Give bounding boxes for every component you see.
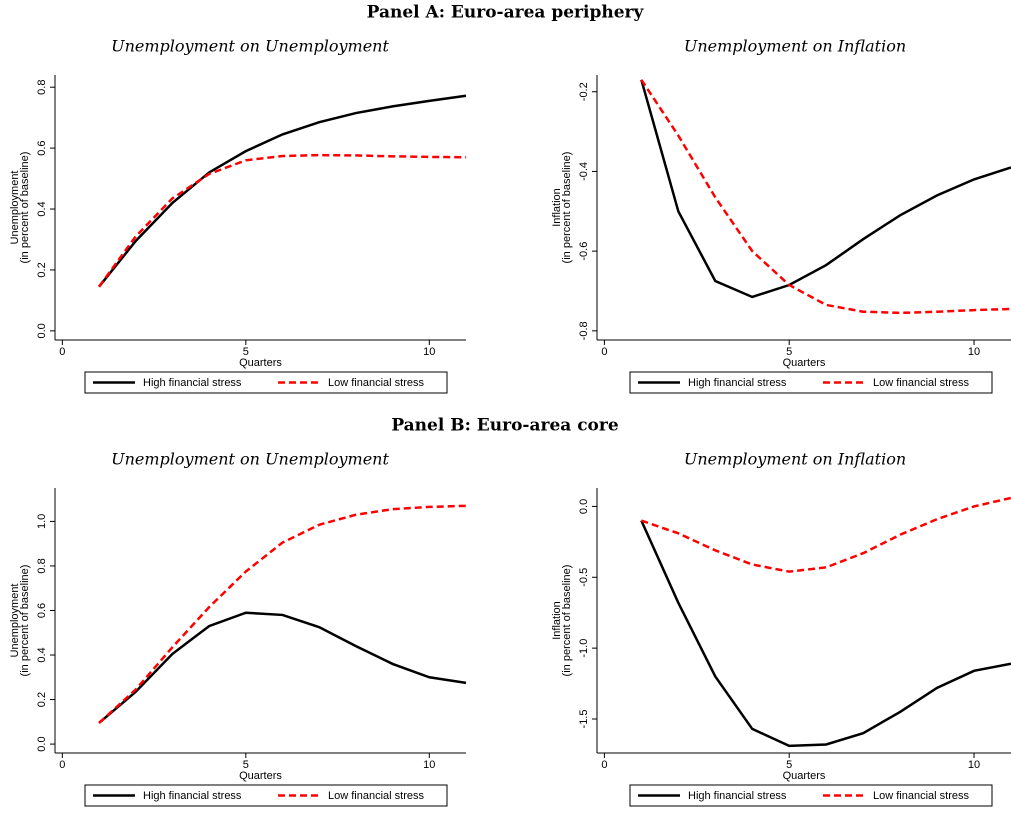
y-tick-label: 0.4 [36,647,48,662]
y-tick-label: 0.4 [36,201,48,216]
legend-label: High financial stress [688,790,787,802]
y-tick-label: 0.0 [36,323,48,338]
x-tick-label: 0 [601,759,607,771]
x-tick-label: 0 [601,346,607,358]
y-tick-label: -1.5 [578,710,590,729]
y-axis-label: Inflation [551,188,563,227]
legend-box [84,784,448,807]
y-axis-label: (in percent of baseline) [561,565,573,677]
y-tick-label: 0.8 [36,558,48,573]
y-tick-label: 0.0 [36,736,48,751]
x-tick-label: 10 [968,759,980,771]
panel-title: Panel A: Euro-area periphery [367,3,645,23]
chart-title: Unemployment on Unemployment [111,450,389,469]
y-tick-label: 0.0 [578,499,590,514]
x-tick-label: 10 [423,759,435,771]
series-line [98,94,467,288]
y-axis-label: (in percent of baseline) [19,152,31,264]
series-line [98,504,467,724]
y-tick-label: 0.2 [36,262,48,277]
x-axis-label: Quarters [783,770,826,782]
series-line [640,520,1011,748]
legend-label: High financial stress [688,377,787,389]
chart-title: Unemployment on Inflation [684,37,906,56]
y-tick-label: 0.6 [36,140,48,155]
y-tick-label: 0.8 [36,80,48,95]
y-axis-label: Unemployment [9,171,21,245]
legend-box [84,371,448,394]
y-tick-label: -1.0 [578,639,590,658]
y-axis-label: Inflation [551,601,563,640]
y-tick-label: -0.8 [578,321,590,340]
y-tick-label: -0.5 [578,568,590,587]
x-axis-label: Quarters [239,770,282,782]
legend-box [629,784,993,807]
x-tick-label: 5 [243,759,249,771]
series-line [98,153,467,288]
series-line [98,611,467,724]
y-tick-label: 0.2 [36,692,48,707]
y-axis-label: Unemployment [9,584,21,658]
series-line [640,79,1011,299]
x-axis-label: Quarters [239,357,282,369]
x-tick-label: 5 [786,759,792,771]
x-tick-label: 0 [59,759,65,771]
x-axis-label: Quarters [783,357,826,369]
x-tick-label: 10 [423,346,435,358]
legend-label: High financial stress [143,377,242,389]
x-tick-label: 0 [59,346,65,358]
y-tick-label: 1.0 [36,514,48,529]
y-tick-label: 0.6 [36,603,48,618]
x-tick-label: 5 [786,346,792,358]
series-line [640,79,1011,315]
chart-title: Unemployment on Inflation [684,450,906,469]
y-tick-label: -0.6 [578,242,590,261]
legend-label: High financial stress [143,790,242,802]
y-axis-label: (in percent of baseline) [19,565,31,677]
x-tick-label: 10 [968,346,980,358]
x-tick-label: 5 [243,346,249,358]
y-axis-label: (in percent of baseline) [561,152,573,264]
chart-title: Unemployment on Unemployment [111,37,389,56]
panel-title: Panel B: Euro-area core [391,416,618,436]
legend-label: Low financial stress [328,790,424,802]
legend-label: Low financial stress [873,790,969,802]
y-tick-label: -0.4 [578,162,590,181]
legend-box [629,371,993,394]
legend-label: Low financial stress [873,377,969,389]
y-tick-label: -0.2 [578,82,590,101]
legend-label: Low financial stress [328,377,424,389]
series-line [640,496,1011,573]
